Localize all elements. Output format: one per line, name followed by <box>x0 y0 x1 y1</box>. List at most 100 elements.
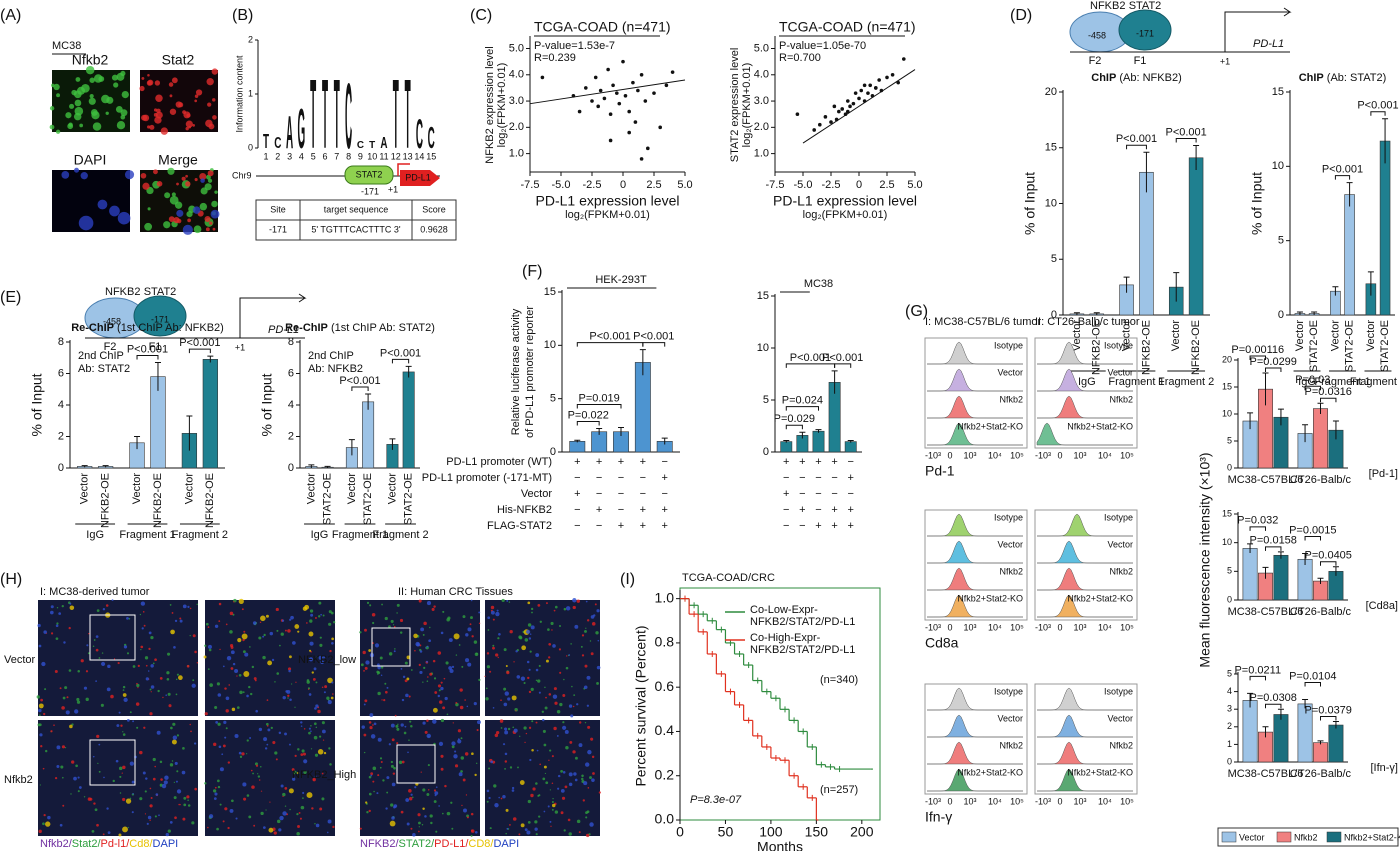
logo-letter: C <box>345 65 352 169</box>
micrograph-dot <box>361 725 365 729</box>
flow-histogram <box>1037 341 1133 365</box>
micrograph-dot <box>162 696 164 699</box>
micrograph-dot <box>574 778 578 782</box>
micrograph-dot <box>327 700 332 705</box>
micrograph-dot <box>331 681 334 684</box>
micrograph-dot <box>122 826 128 833</box>
y-tick-label: 15 <box>1045 142 1057 154</box>
micrograph-dot <box>224 736 227 739</box>
micrograph-dot <box>592 772 595 775</box>
flow-tick-label: 10⁵ <box>1010 450 1024 460</box>
micrograph-dot <box>518 833 521 836</box>
micrograph-dot <box>593 614 596 617</box>
micrograph-dot <box>186 795 190 799</box>
micrograph-dot <box>233 601 235 603</box>
micrograph-dot <box>396 612 398 614</box>
histogram-label: Nfkb2 <box>999 740 1023 750</box>
position-label: 5 <box>311 151 316 161</box>
flow-histogram <box>927 341 1023 365</box>
error-bar <box>1317 740 1324 745</box>
error-bar <box>1382 118 1389 164</box>
micrograph-dot <box>111 74 119 81</box>
micrograph-dot <box>460 770 463 773</box>
micrograph-dot <box>297 748 300 751</box>
micrograph-dot <box>459 688 463 692</box>
micrograph-dot <box>228 684 230 686</box>
point <box>795 112 800 116</box>
title-part: (1st ChIP Ab: NFKB2) <box>114 322 224 334</box>
micrograph-dot <box>589 776 592 780</box>
significance-bracket <box>1175 138 1197 143</box>
micrograph-dot <box>304 604 310 610</box>
flow-tick-label: -10³ <box>925 796 941 806</box>
flow-frame <box>924 337 1028 449</box>
micrograph-dot <box>474 773 477 777</box>
micrograph-dot <box>496 730 500 735</box>
micrograph-dot <box>583 781 588 786</box>
panel-title: I: MC38-C57BL/6 tumor <box>925 316 1041 328</box>
flow-histogram <box>1037 540 1133 564</box>
micrograph-dot <box>446 713 449 716</box>
axis-label: log₂(FPKM+0.01) <box>803 209 888 221</box>
micrograph-dot <box>179 619 183 623</box>
micrograph-dot <box>236 675 238 677</box>
micrograph-dot <box>150 685 155 689</box>
micrograph-dot <box>527 623 532 627</box>
axis-label: Information content <box>234 55 244 133</box>
micrograph-dot <box>315 617 317 619</box>
flow-histogram <box>927 714 1023 738</box>
micrograph-dot <box>137 664 140 667</box>
histogram-label: Isotype <box>1104 686 1133 696</box>
y-tick-label: 2 <box>288 430 294 442</box>
condition-sign: − <box>661 456 667 468</box>
micrograph-dot <box>252 621 257 625</box>
micrograph-dot <box>137 687 139 689</box>
micrograph-dot <box>246 794 250 797</box>
micrograph-dot <box>312 779 315 781</box>
flow-histogram <box>1037 513 1133 537</box>
micrograph-dot <box>454 764 459 768</box>
site-f1 <box>1118 9 1172 51</box>
micrograph-dot <box>568 704 573 708</box>
flow-tick-label: 10⁴ <box>988 622 1002 632</box>
point <box>896 80 900 85</box>
micrograph-dot <box>379 656 383 660</box>
micrograph-dot <box>274 681 276 683</box>
condition-sign: − <box>831 472 837 484</box>
micrograph-dot <box>156 108 161 114</box>
micrograph-dot <box>389 820 396 827</box>
micrograph-dot <box>585 811 588 815</box>
micrograph-dot <box>75 77 81 82</box>
micrograph-dot <box>467 627 472 632</box>
micrograph-dot <box>504 691 509 696</box>
legend-frame <box>1217 827 1399 847</box>
caption-part: Cd8/ <box>129 838 153 850</box>
micrograph-dot <box>172 735 178 740</box>
panel-label: (G) <box>905 303 928 320</box>
micrograph-dot <box>185 174 188 178</box>
micrograph-dot <box>172 722 176 726</box>
x-tick-label: MC38-C57BL/6 <box>1228 606 1304 618</box>
micrograph-dot <box>170 726 173 730</box>
error-bar <box>783 440 790 443</box>
micrograph-dot <box>329 649 332 653</box>
micrograph-dot <box>521 645 527 651</box>
micrograph-dot <box>503 702 508 707</box>
significance-bracket <box>785 424 803 430</box>
logo-letter: C <box>274 134 282 152</box>
micrograph-dot <box>404 725 407 728</box>
histogram-label: Vector <box>997 539 1023 549</box>
y-tick-label: 8 <box>288 336 294 348</box>
micrograph-dot <box>136 683 140 688</box>
micrograph-dot <box>310 730 312 732</box>
marker-label: [Pd-1] <box>1369 468 1398 480</box>
micrograph-dot <box>486 665 491 669</box>
micrograph-dot <box>290 615 294 620</box>
micrograph-dot <box>526 660 530 664</box>
micrograph-dot <box>459 705 464 710</box>
micrograph-dot <box>70 793 72 795</box>
axis-label: Relative luciferase activity <box>510 308 522 435</box>
micrograph-dot <box>144 790 147 793</box>
micrograph-dot <box>241 633 248 640</box>
micrograph-dot <box>426 733 431 739</box>
